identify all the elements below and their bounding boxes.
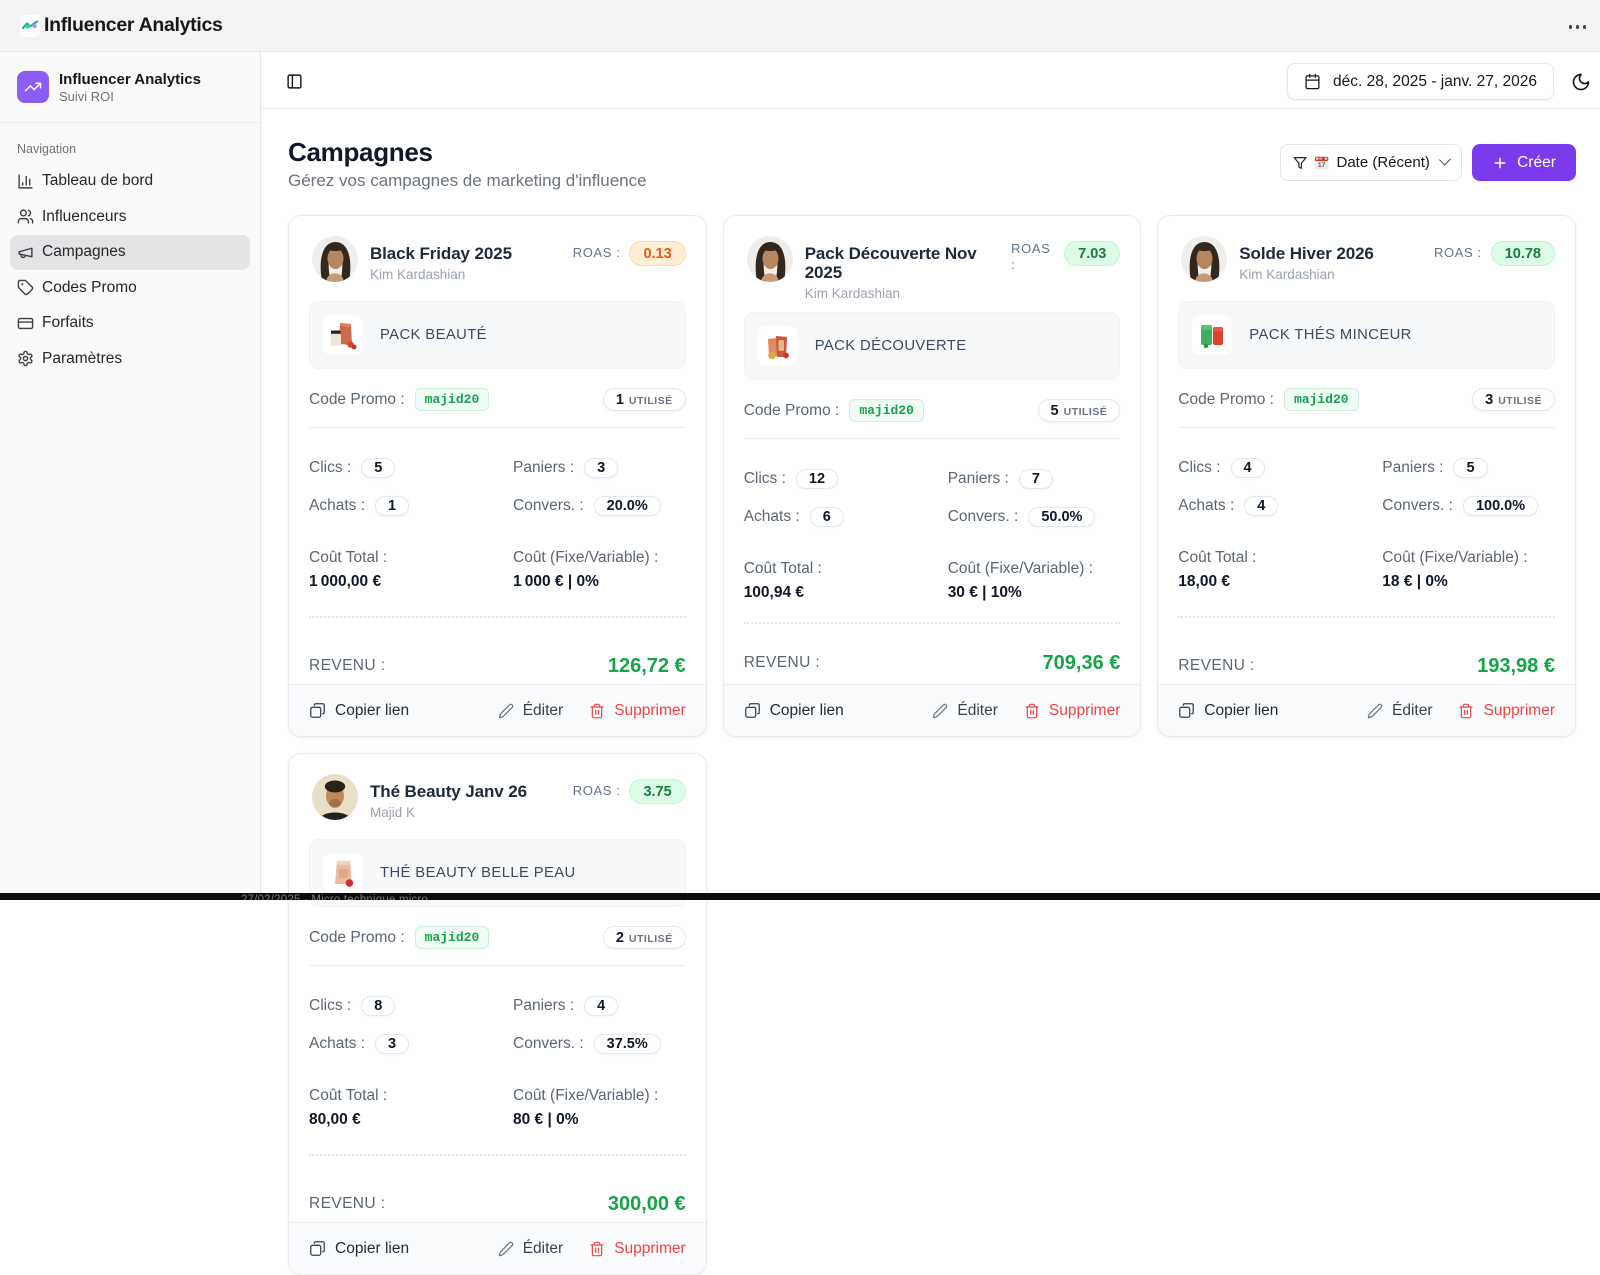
svg-text:17: 17 (1318, 162, 1326, 169)
